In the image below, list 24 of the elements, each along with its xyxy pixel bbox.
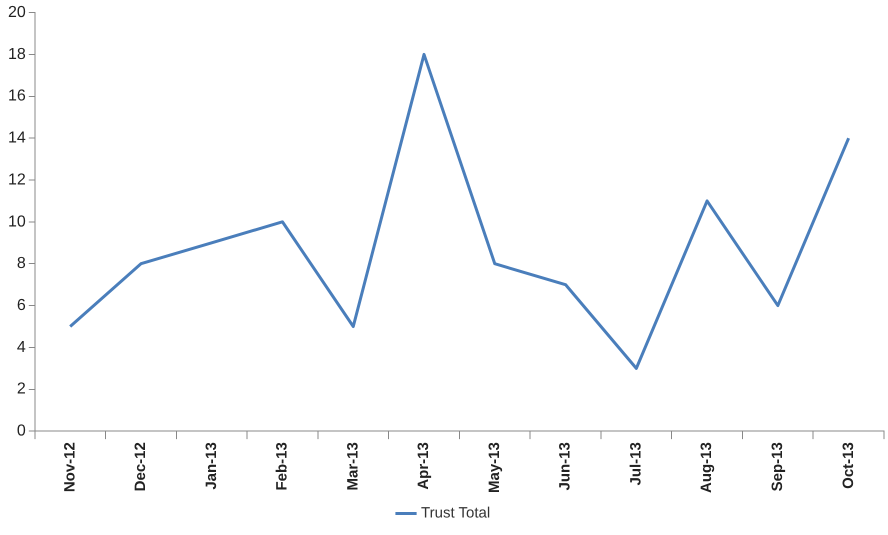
- y-tick-label: 2: [16, 380, 26, 398]
- legend-label: Trust Total: [421, 504, 490, 522]
- x-tick-label: Apr-13: [415, 442, 432, 490]
- y-tick-label: 20: [8, 4, 26, 22]
- y-tick-label: 12: [8, 171, 26, 188]
- x-tick-label: Jul-13: [627, 442, 644, 486]
- x-tick-label: Aug-13: [698, 442, 716, 493]
- y-tick-label: 10: [8, 213, 26, 230]
- y-tick-label: 18: [8, 46, 26, 63]
- y-tick-label: 16: [8, 88, 26, 105]
- x-tick-label: Dec-12: [132, 442, 150, 492]
- x-tick-label: May-13: [486, 442, 503, 493]
- x-tick-label: Jun-13: [556, 442, 574, 490]
- y-tick-label: 0: [16, 422, 26, 440]
- y-tick-label: 6: [16, 296, 26, 314]
- x-tick-label: Sep-13: [768, 442, 786, 492]
- x-tick-label: Feb-13: [274, 442, 291, 490]
- x-tick-label: Nov-12: [61, 442, 78, 492]
- x-tick-label: Mar-13: [344, 442, 362, 490]
- y-tick-label: 8: [16, 255, 26, 272]
- y-tick-label: 14: [8, 130, 26, 147]
- x-tick-label: Oct-13: [840, 442, 857, 489]
- y-tick-label: 4: [16, 338, 26, 356]
- x-tick-label: Jan-13: [202, 442, 220, 490]
